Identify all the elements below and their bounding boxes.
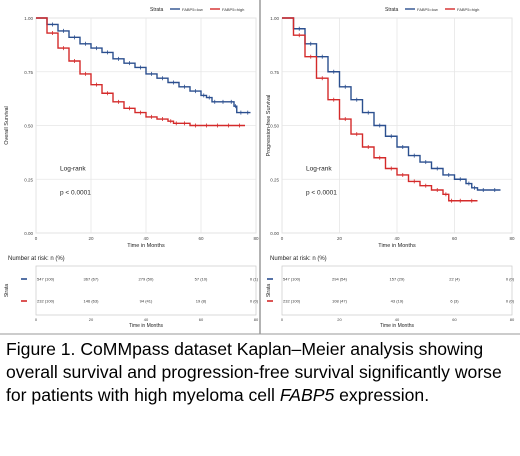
- annotation-pvalue: p < 0.0001: [306, 189, 337, 196]
- x-axis-title: Time in Months: [378, 243, 416, 249]
- y-tick-label: 1.00: [270, 16, 279, 21]
- y-tick-label: 0.50: [24, 124, 33, 129]
- risk-cell: 0 (0): [506, 277, 515, 282]
- risk-x-tick-label: 20: [337, 317, 342, 322]
- risk-table-area: [281, 265, 513, 316]
- caption-gene: FABP5: [279, 385, 335, 405]
- km-panel-2: 0.00 0.25 0.50 0.75 1.00 0 20 40 60 80 Time in Mon…: [266, 7, 515, 329]
- risk-cell: 146 (63): [84, 299, 100, 304]
- y-tick-label: 0.75: [270, 70, 279, 75]
- risk-cell: 294 (54): [332, 277, 348, 282]
- risk-cell: 547 (100): [283, 277, 301, 282]
- risk-cell: 0 (0): [250, 299, 259, 304]
- risk-table-area: [35, 265, 257, 316]
- legend-entry: FABP5=high: [222, 7, 244, 12]
- x-tick-label: 60: [452, 236, 458, 241]
- risk-x-axis-title: Time in Months: [380, 323, 414, 329]
- y-tick-label: 0.00: [24, 231, 33, 236]
- km-curve-low: [36, 17, 251, 114]
- risk-cell: 367 (67): [84, 277, 100, 282]
- x-tick-label: 40: [143, 236, 149, 241]
- y-tick-label: 0.00: [270, 231, 279, 236]
- risk-cell: 279 (50): [139, 277, 155, 282]
- annotation-pvalue: p < 0.0001: [60, 189, 91, 196]
- annotation-logrank: Log-rank: [60, 166, 86, 173]
- risk-x-tick-label: 0: [35, 317, 38, 322]
- legend-title: Strata: [150, 7, 164, 13]
- risk-cell: 0 (0): [506, 299, 515, 304]
- risk-cell: 22 (4): [449, 277, 460, 282]
- km-curve-low: [282, 17, 501, 191]
- risk-cell: 0 (1): [250, 277, 259, 282]
- y-tick-label: 0.25: [270, 177, 279, 182]
- risk-x-tick-label: 20: [89, 317, 94, 322]
- x-tick-label: 20: [88, 236, 94, 241]
- risk-cell: 108 (47): [332, 299, 348, 304]
- x-tick-label: 0: [281, 236, 284, 241]
- risk-x-tick-label: 80: [254, 317, 259, 322]
- legend-entry: FABP5=high: [457, 7, 479, 12]
- x-tick-label: 20: [337, 236, 343, 241]
- risk-x-tick-label: 40: [144, 317, 149, 322]
- risk-cell: 232 (100): [37, 299, 55, 304]
- x-tick-label: 80: [509, 236, 515, 241]
- risk-x-tick-label: 0: [281, 317, 284, 322]
- figure-caption: Figure 1. CoMMpass dataset Kaplan–Meier …: [6, 338, 516, 407]
- risk-x-tick-label: 60: [199, 317, 204, 322]
- risk-table-title: Number at risk: n (%): [270, 256, 327, 262]
- legend-entry: FABP5=low: [182, 7, 203, 12]
- risk-cell: 547 (100): [37, 277, 55, 282]
- risk-cell: 157 (29): [390, 277, 406, 282]
- risk-table-title: Number at risk: n (%): [8, 256, 65, 262]
- risk-cell: 94 (41): [140, 299, 153, 304]
- x-tick-label: 80: [253, 236, 259, 241]
- x-tick-label: 40: [394, 236, 400, 241]
- km-curve-high: [36, 17, 245, 127]
- caption-text: Figure 1. CoMMpass dataset Kaplan–Meier …: [6, 339, 502, 405]
- risk-x-axis-title: Time in Months: [129, 323, 163, 329]
- risk-cell: 57 (10): [195, 277, 208, 282]
- y-axis-title: Progression-free Survival: [266, 95, 272, 157]
- y-tick-label: 1.00: [24, 16, 33, 21]
- risk-x-tick-label: 60: [452, 317, 457, 322]
- x-axis-title: Time in Months: [127, 243, 165, 249]
- km-figure: 0.00 0.25 0.50 0.75 1.00 0 20 40 60 80 Time in Mon…: [0, 0, 520, 335]
- legend-title: Strata: [385, 7, 399, 13]
- risk-cell: 232 (100): [283, 299, 301, 304]
- risk-cell: 43 (19): [391, 299, 404, 304]
- y-axis-title: Overall Survival: [4, 106, 10, 145]
- risk-x-tick-label: 80: [510, 317, 515, 322]
- y-tick-label: 0.25: [24, 177, 33, 182]
- km-panel-1: 0.00 0.25 0.50 0.75 1.00 0 20 40 60 80 Time in Mon…: [4, 7, 259, 329]
- risk-table: Number at risk: n (%) 547 (100) 367 (67) 27…: [4, 256, 259, 329]
- risk-cell: 6 (3): [450, 299, 459, 304]
- y-tick-label: 0.75: [24, 70, 33, 75]
- legend: Strata FABP5=low FABP5=high: [385, 7, 479, 13]
- caption-text-end: expression.: [334, 385, 430, 405]
- x-tick-label: 0: [35, 236, 38, 241]
- annotation-logrank: Log-rank: [306, 166, 332, 173]
- legend: Strata FABP5=low FABP5=high: [150, 7, 244, 13]
- risk-x-tick-label: 40: [395, 317, 400, 322]
- risk-cell: 19 (8): [196, 299, 207, 304]
- legend-entry: FABP5=low: [417, 7, 438, 12]
- x-tick-label: 60: [198, 236, 204, 241]
- risk-y-axis-title: Strata: [266, 284, 272, 298]
- y-tick-label: 0.50: [270, 124, 279, 129]
- risk-y-axis-title: Strata: [4, 284, 10, 298]
- risk-table: Number at risk: n (%) 547 (100) 294 (54) 15…: [266, 256, 515, 329]
